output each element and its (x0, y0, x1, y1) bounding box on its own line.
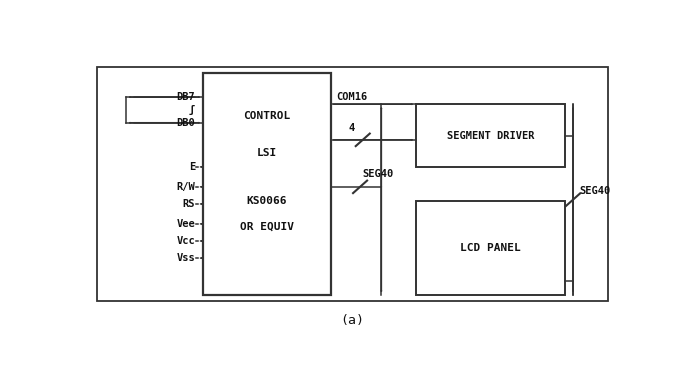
Text: LCD PANEL: LCD PANEL (460, 243, 521, 253)
Text: KS0066: KS0066 (247, 196, 287, 206)
Text: CONTROL: CONTROL (243, 111, 291, 121)
Bar (416, 104, 565, 167)
Text: R/W: R/W (177, 182, 195, 192)
Bar (416, 201, 565, 295)
Text: LSI: LSI (257, 148, 277, 158)
Text: Vcc: Vcc (177, 236, 195, 246)
Text: ʃ: ʃ (189, 105, 195, 115)
Text: COM16: COM16 (336, 92, 368, 102)
Text: DB7: DB7 (177, 92, 195, 102)
Text: SEGMENT DRIVER: SEGMENT DRIVER (447, 131, 534, 141)
Text: Vss: Vss (177, 253, 195, 263)
Bar (203, 73, 331, 295)
Text: RS: RS (183, 199, 195, 209)
Text: E: E (189, 162, 195, 172)
Text: SEG40: SEG40 (363, 169, 394, 179)
Text: OR EQUIV: OR EQUIV (240, 222, 294, 232)
Text: 4: 4 (349, 124, 355, 134)
Text: Vee: Vee (177, 219, 195, 229)
Text: DB0: DB0 (177, 118, 195, 128)
Text: (a): (a) (340, 314, 364, 327)
Bar (96, 67, 608, 301)
Text: SEG40: SEG40 (579, 186, 611, 196)
